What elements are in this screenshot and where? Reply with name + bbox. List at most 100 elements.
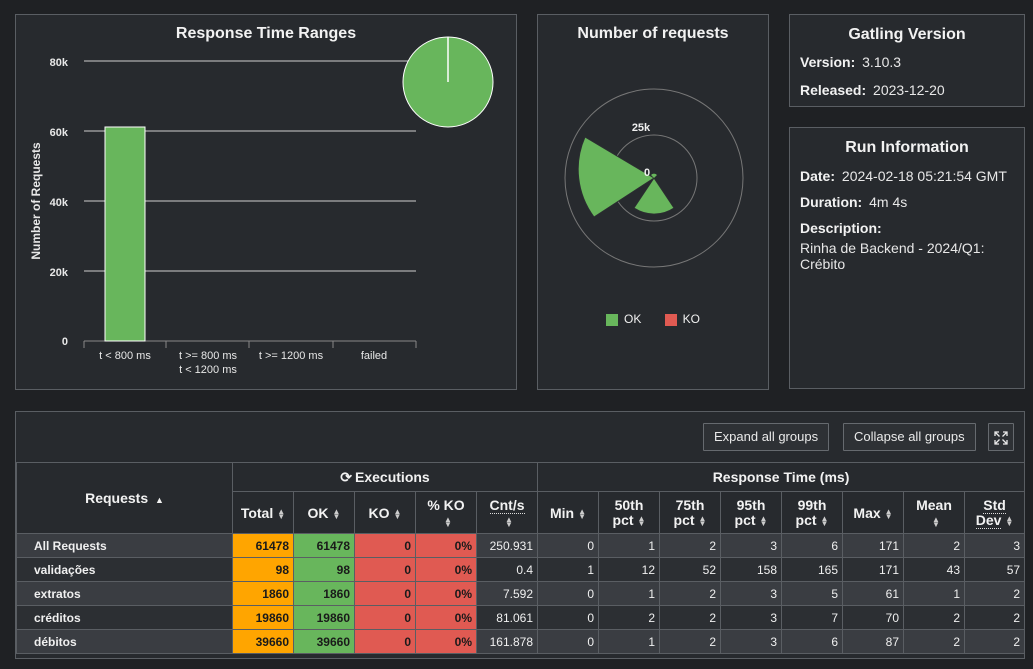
response-time-ranges-title: Response Time Ranges (175, 25, 357, 42)
legend-item-ko[interactable]: KO (664, 312, 700, 326)
cell-ko: 0 (354, 557, 416, 582)
table-row[interactable]: créditos 19860 19860 0 0% 81.061 0 2 2 3 7 70 2 2 (16, 605, 1026, 630)
cell-min: 0 (537, 605, 599, 630)
run-information-panel: Run Information Date: 2024-02-18 05:21:5… (789, 127, 1025, 389)
sort-icon: ▲ ▼ (637, 513, 646, 528)
col-ko[interactable]: KO ▲ ▼ (354, 491, 416, 534)
sort-icon: ▲ ▼ (884, 506, 893, 521)
sort-icon: ▲ ▼ (698, 513, 707, 528)
col-total-label: Total (240, 504, 274, 521)
cell-p50: 1 (598, 581, 660, 606)
sort-icon: ▲ ▼ (277, 506, 286, 521)
y-tick-label: 40k (50, 197, 69, 209)
request-name[interactable]: extratos (16, 581, 233, 606)
cell-cnt: 81.061 (476, 605, 538, 630)
col-cnt-s-label: Cnt/s (489, 496, 525, 514)
cell-mean: 1 (903, 581, 965, 606)
cell-ko: 0 (354, 629, 416, 654)
cell-mean: 2 (903, 629, 965, 654)
expand-all-groups-button[interactable]: Expand all groups (703, 423, 830, 451)
polar-slice-all-requests[interactable] (577, 136, 655, 218)
col-min[interactable]: Min ▲ ▼ (537, 491, 599, 534)
legend-swatch-ok (605, 313, 618, 326)
duration-value: 4m 4s (869, 194, 908, 210)
requests-header[interactable]: Requests ▲ (16, 462, 233, 534)
cell-ko: 0 (354, 581, 416, 606)
x-tick-label: t < 1200 ms (179, 364, 237, 376)
table-row[interactable]: validações 98 98 0 0% 0.4 1 12 52 158 165 171 43 57 (16, 557, 1026, 582)
col-total[interactable]: Total ▲ ▼ (232, 491, 294, 534)
col-std-dev[interactable]: Std Dev ▲ ▼ (963, 491, 1026, 534)
cell-total: 98 (232, 557, 294, 582)
col-min-label: Min (549, 504, 575, 521)
duration-row: Duration: 4m 4s (800, 194, 1014, 210)
request-name[interactable]: débitos (16, 629, 233, 654)
response-time-header: Response Time (ms) (536, 462, 1026, 492)
col-max-label: Max (853, 504, 881, 521)
cell-ko: 0 (354, 533, 416, 558)
cell-p99: 6 (781, 629, 843, 654)
number-of-requests-title: Number of requests (577, 25, 729, 42)
x-tick-label: t >= 800 ms (179, 350, 238, 362)
cell-pct-ko: 0% (415, 533, 477, 558)
cell-p75: 2 (659, 533, 721, 558)
sort-icon: ▲ ▼ (393, 506, 402, 521)
y-tick-label: 60k (50, 127, 69, 139)
col-mean-label: Mean (916, 496, 952, 513)
cell-ko: 0 (354, 605, 416, 630)
fullscreen-button[interactable] (988, 423, 1014, 451)
executions-header-label: Executions (355, 468, 430, 485)
cell-total: 19860 (232, 605, 294, 630)
cell-pct-ko: 0% (415, 581, 477, 606)
table-row[interactable]: extratos 1860 1860 0 0% 7.592 0 1 2 3 5 61 1 2 (16, 581, 1026, 606)
col-75th-label: 75th pct (673, 496, 705, 528)
col-ko-label: KO (368, 504, 390, 521)
col-std-dev-label: Std Dev (975, 496, 1006, 529)
col-max[interactable]: Max ▲ ▼ (842, 491, 904, 534)
request-name[interactable]: créditos (16, 605, 233, 630)
version-label: Version: (800, 54, 856, 70)
col-50th[interactable]: 50th pct ▲ ▼ (598, 491, 660, 534)
col-75th[interactable]: 75th pct ▲ ▼ (659, 491, 721, 534)
cell-total: 1860 (232, 581, 294, 606)
col-ok[interactable]: OK ▲ ▼ (293, 491, 355, 534)
polar-slice-debitos[interactable] (633, 177, 675, 215)
cell-max: 171 (842, 533, 904, 558)
cell-p50: 1 (598, 629, 660, 654)
cell-max: 171 (842, 557, 904, 582)
cell-std: 2 (963, 605, 1026, 630)
cell-p50: 12 (598, 557, 660, 582)
cell-p50: 2 (598, 605, 660, 630)
table-row[interactable]: débitos 39660 39660 0 0% 161.878 0 1 2 3 6 87 2 2 (16, 629, 1026, 654)
statistics-body: All Requests 61478 61478 0 0% 250.931 0 1 2 3 6 171… (16, 533, 1026, 654)
col-ok-label: OK (307, 504, 329, 521)
table-row[interactable]: All Requests 61478 61478 0 0% 250.931 0 1 2 3 6 171… (16, 533, 1026, 558)
polar-tick-inner: 0 (644, 167, 650, 179)
released-value: 2023-12-20 (873, 82, 945, 98)
date-value: 2024-02-18 05:21:54 GMT (841, 168, 1007, 184)
x-tick-label: failed (361, 350, 387, 362)
bar-t-lt-800[interactable] (104, 126, 146, 342)
col-mean[interactable]: Mean ▲ ▼ (903, 491, 965, 534)
cell-mean: 2 (903, 605, 965, 630)
collapse-all-groups-button[interactable]: Collapse all groups (843, 423, 976, 451)
requests-header-label: Requests (85, 490, 149, 506)
request-name[interactable]: validações (16, 557, 233, 582)
col-cnt-s[interactable]: Cnt/s ▲ ▼ (476, 491, 538, 534)
col-pct-ko-label: % KO (427, 496, 465, 513)
cell-cnt: 7.592 (476, 581, 538, 606)
sort-icon: ▲ ▼ (1005, 513, 1014, 528)
description-label: Description: (800, 220, 882, 236)
cell-ok: 19860 (293, 605, 355, 630)
col-pct-ko[interactable]: % KO ▲ ▼ (415, 491, 477, 534)
x-tick-label: t < 800 ms (99, 350, 151, 362)
y-tick-label: 0 (62, 336, 68, 348)
y-tick-label: 80k (50, 57, 69, 69)
cell-ok: 61478 (293, 533, 355, 558)
legend-item-ok[interactable]: OK (605, 312, 641, 326)
polar-tick-outer: 25k (632, 122, 651, 134)
request-name[interactable]: All Requests (16, 533, 233, 558)
col-99th[interactable]: 99th pct ▲ ▼ (781, 491, 843, 534)
col-95th[interactable]: 95th pct ▲ ▼ (720, 491, 782, 534)
statistics-panel: Expand all groups Collapse all groups Re… (15, 411, 1026, 659)
